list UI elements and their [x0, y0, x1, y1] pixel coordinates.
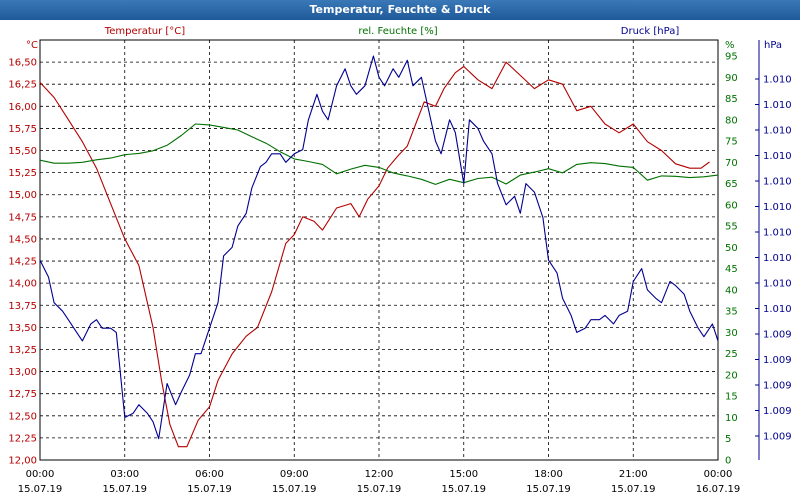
humidity-tick: 10 — [725, 413, 738, 424]
temperature-tick: 12,50 — [8, 411, 37, 422]
temperature-axis-label: Temperatur [°C] — [104, 26, 185, 37]
humidity-tick: 55 — [725, 222, 738, 233]
axis-layer: 00:00 15.07.19 03:00 15.07.19 06:00 15.07.19 0… — [8, 40, 792, 495]
humidity-tick: 45 — [725, 264, 738, 275]
humidity-unit: % — [725, 40, 735, 51]
temperature-tick: 16,00 — [8, 102, 37, 113]
temperature-tick: 13,25 — [8, 345, 37, 356]
temperature-tick: 15,25 — [8, 168, 37, 179]
pressure-tick: 1.010 — [763, 100, 792, 111]
pressure-tick: 1.010 — [763, 126, 792, 137]
humidity-tick: 5 — [725, 434, 731, 445]
x-tick-time: 06:00 — [195, 469, 224, 480]
x-tick-date: 15.07.19 — [272, 484, 317, 495]
x-tick-date: 16.07.19 — [696, 484, 741, 495]
pressure-tick: 1.010 — [763, 177, 792, 188]
pressure-tick: 1.010 — [763, 304, 792, 315]
humidity-tick: 40 — [725, 285, 738, 296]
temperature-tick: 14,75 — [8, 212, 37, 223]
humidity-tick: 50 — [725, 243, 738, 254]
x-tick-date: 15.07.19 — [18, 484, 63, 495]
pressure-tick: 1.010 — [763, 202, 792, 213]
temperature-series-line — [39, 61, 710, 448]
pressure-tick: 1.009 — [763, 432, 792, 443]
pressure-tick: 1.010 — [763, 279, 792, 290]
x-tick-time: 15:00 — [449, 469, 478, 480]
x-tick-date: 15.07.19 — [441, 484, 486, 495]
temperature-tick: 12,25 — [8, 433, 37, 444]
temperature-tick: 15,75 — [8, 124, 37, 135]
temperature-tick: 12,00 — [8, 456, 37, 467]
temperature-tick: 13,75 — [8, 301, 37, 312]
pressure-unit: hPa — [764, 40, 782, 51]
pressure-tick: 1.010 — [763, 75, 792, 86]
temperature-tick: 14,00 — [8, 279, 37, 290]
x-tick-time: 00:00 — [704, 469, 733, 480]
humidity-tick: 95 — [725, 52, 738, 63]
pressure-tick: 1.009 — [763, 406, 792, 417]
temperature-tick: 15,00 — [8, 190, 37, 201]
humidity-tick: 75 — [725, 137, 738, 148]
humidity-tick: 35 — [725, 307, 738, 318]
temperature-tick: 16,50 — [8, 58, 37, 69]
humidity-tick: 0 — [725, 456, 731, 467]
temperature-tick: 15,50 — [8, 146, 37, 157]
humidity-tick: 70 — [725, 158, 738, 169]
x-tick-date: 15.07.19 — [187, 484, 232, 495]
humidity-axis-label: rel. Feuchte [%] — [358, 26, 437, 37]
humidity-tick: 15 — [725, 392, 738, 403]
humidity-series-line — [39, 123, 719, 185]
x-tick-time: 18:00 — [534, 469, 563, 480]
x-tick-time: 03:00 — [110, 469, 139, 480]
x-tick-time: 21:00 — [619, 469, 648, 480]
pressure-series-line — [39, 55, 719, 440]
humidity-tick: 85 — [725, 94, 738, 105]
temperature-tick: 14,25 — [8, 257, 37, 268]
pressure-tick: 1.010 — [763, 228, 792, 239]
pressure-tick: 1.009 — [763, 330, 792, 341]
humidity-tick: 20 — [725, 370, 738, 381]
pressure-tick: 1.009 — [763, 355, 792, 366]
x-tick-date: 15.07.19 — [357, 484, 402, 495]
temperature-tick: 13,00 — [8, 367, 37, 378]
pressure-axis-label: Druck [hPa] — [621, 26, 680, 37]
humidity-tick: 60 — [725, 200, 738, 211]
humidity-tick: 65 — [725, 179, 738, 190]
x-tick-time: 00:00 — [26, 469, 55, 480]
pressure-tick: 1.009 — [763, 381, 792, 392]
humidity-tick: 30 — [725, 328, 738, 339]
temperature-tick: 13,50 — [8, 323, 37, 334]
x-tick-date: 15.07.19 — [526, 484, 571, 495]
window-title: Temperatur, Feuchte & Druck — [0, 0, 800, 20]
x-tick-time: 09:00 — [280, 469, 309, 480]
pressure-tick: 1.010 — [763, 151, 792, 162]
temperature-tick: 14,50 — [8, 234, 37, 245]
x-tick-date: 15.07.19 — [102, 484, 147, 495]
grid-layer — [39, 39, 719, 461]
series-layer — [39, 55, 719, 448]
pressure-tick: 1.010 — [763, 253, 792, 264]
temperature-unit: °C — [26, 40, 38, 51]
temperature-tick: 12,75 — [8, 389, 37, 400]
humidity-tick: 25 — [725, 349, 738, 360]
x-tick-time: 12:00 — [365, 469, 394, 480]
x-tick-date: 15.07.19 — [611, 484, 656, 495]
temperature-tick: 16,25 — [8, 80, 37, 91]
humidity-tick: 90 — [725, 73, 738, 84]
humidity-tick: 80 — [725, 115, 738, 126]
